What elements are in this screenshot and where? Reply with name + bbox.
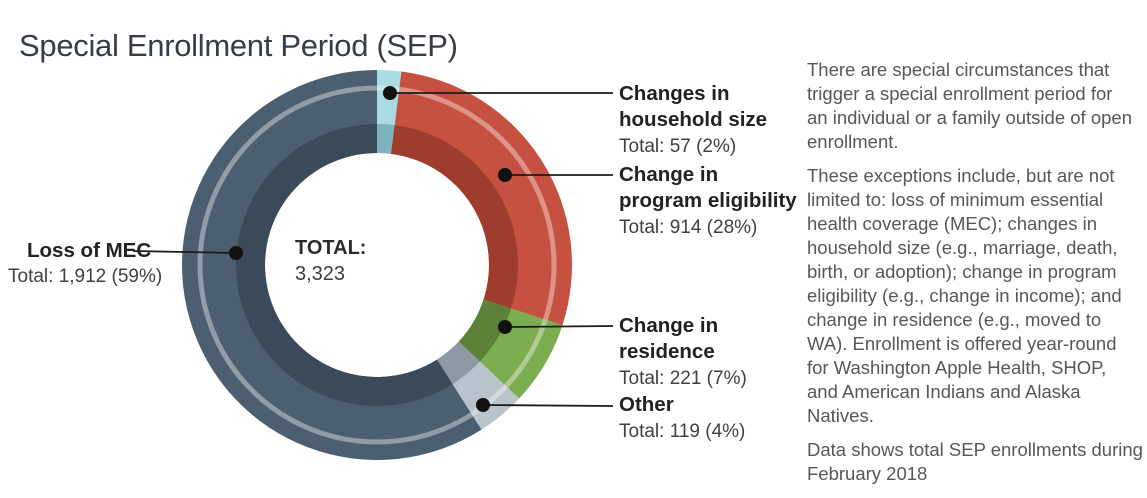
donut-highlight-ring [197,85,557,445]
slice-callout-household: Changes in household size Total: 57 (2%) [619,81,819,159]
slice-total-other: Total: 119 (4%) [619,421,746,442]
description-paragraph-3: Data shows total SEP enrollments during … [807,439,1143,484]
leader-dot-household [383,86,397,100]
donut-slice-inner-shadow-other [437,341,480,385]
description-paragraph-1: There are special circumstances that tri… [807,59,1132,152]
slice-callout-program: Change in program eligibility Total: 914… [619,162,819,240]
leader-dot-loss_mec [229,246,243,260]
slice-total-household: Total: 57 (2%) [619,136,737,157]
slice-label-household: Changes in household size [619,82,768,131]
leader-line-residence [504,325,614,328]
donut-slice-inner-shadow-residence [458,299,512,362]
slice-callout-residence: Change in residence Total: 221 (7%) [619,313,819,391]
page-title: Special Enrollment Period (SEP) [19,27,458,63]
slice-label-other: Other [619,393,674,416]
slice-label-program: Change in program eligibility [619,163,797,212]
slice-total-program: Total: 914 (28%) [619,217,758,238]
leader-line-other [482,404,614,407]
leader-line-loss_mec [132,250,237,254]
slice-label-loss-mec: Loss of MEC [27,239,152,262]
leader-dot-other [476,398,490,412]
slice-total-loss-mec: Total: 1,912 (59%) [8,266,163,287]
donut-slice-loss_mec [182,70,482,460]
description-paragraph-2: These exceptions include, but are not li… [807,165,1122,426]
donut-slice-inner-shadow-loss_mec [235,124,453,407]
donut-slice-inner-shadow-household [377,124,395,154]
leader-dot-residence [498,320,512,334]
leader-dot-program [498,168,512,182]
slice-callout-other: Other Total: 119 (4%) [619,392,819,444]
slice-label-residence: Change in residence [619,314,719,363]
donut-slice-inner-shadow-program [391,125,518,309]
donut-center-total-label: TOTAL: [295,237,367,259]
description-panel: There are special circumstances that tri… [807,58,1147,496]
slice-total-residence: Total: 221 (7%) [619,368,747,389]
donut-center-total-value: 3,323 [295,263,346,285]
